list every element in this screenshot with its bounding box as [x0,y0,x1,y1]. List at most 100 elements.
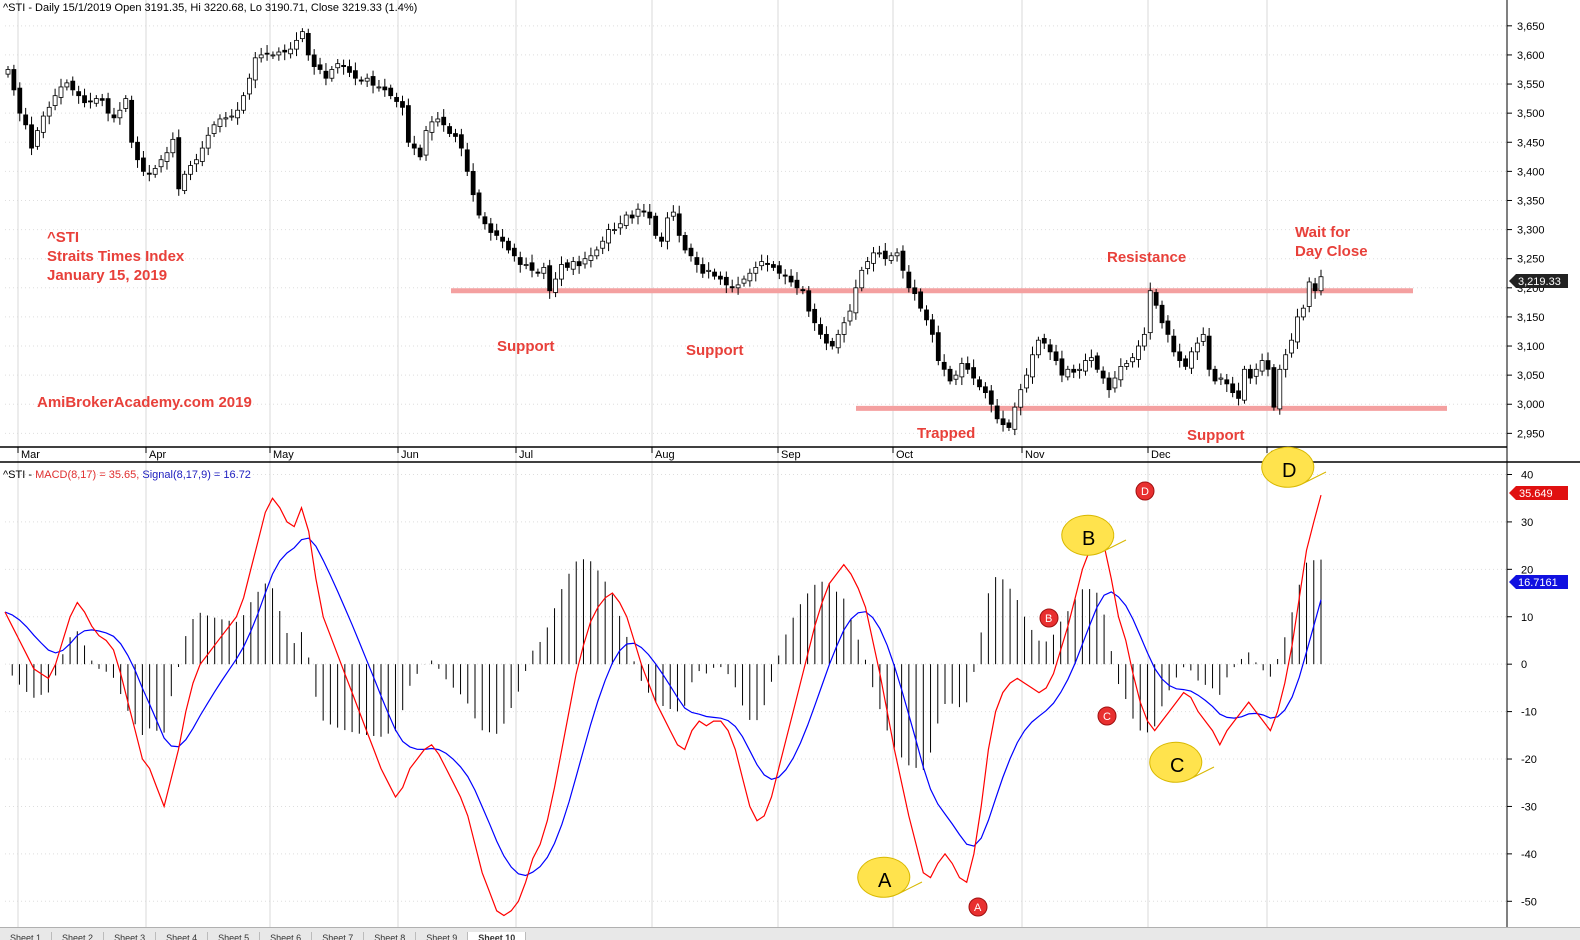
price-tick-label: 3,550 [1517,79,1545,91]
sheet-tab-5[interactable]: Sheet 5 [208,932,261,940]
resistance-label: Resistance [1107,249,1186,266]
price-tick-label: 3,100 [1517,341,1545,353]
candle [629,210,635,224]
candle [888,252,894,264]
candle [217,114,223,133]
candle [1041,333,1047,349]
candle [1100,366,1106,384]
candle [11,64,17,96]
candle [1112,371,1118,393]
candle [1224,373,1230,393]
candle [1259,353,1265,376]
candle [500,229,505,249]
candle [564,259,570,271]
candle [429,116,435,141]
candle [506,237,511,254]
macd-header-macd: MACD(8,17) = 35.65, [35,469,142,481]
candle [847,304,853,326]
price-tick-label: 3,450 [1517,137,1545,149]
candle [305,28,311,61]
month-label: Jul [519,449,533,461]
candle [17,82,23,122]
candle [111,107,117,123]
candle [918,288,924,312]
macd-tick-label: -20 [1521,754,1537,766]
price-badge-text: 3,219.33 [1518,276,1561,288]
candle [1183,355,1188,370]
candle [641,203,647,217]
candle [247,73,252,100]
candle [1047,339,1053,360]
candle [1242,365,1247,404]
price-tick-label: 3,250 [1517,254,1545,266]
candle [435,111,441,127]
candle [906,265,912,293]
support-resistance-lines [451,288,1447,411]
candle [523,257,529,270]
candle [1077,363,1082,379]
candle [170,132,176,158]
candle [553,272,558,298]
callout-label-b: B [1082,528,1095,550]
signal-line [4,537,1322,877]
candle [1130,353,1135,368]
candle [1171,329,1177,357]
sheet-tab-6[interactable]: Sheet 6 [260,932,313,940]
sheet-tab-4[interactable]: Sheet 4 [156,932,209,940]
candle [23,107,29,130]
price-badge: 3,219.33 [1509,274,1568,288]
candle [759,254,765,271]
support-label-3: Support [1187,427,1245,444]
candle [335,59,341,74]
sheet-tabbar: Sheet 1 Sheet 2 Sheet 3 Sheet 4 Sheet 5 Sheet… [0,927,1580,940]
candle [405,98,411,147]
sheet-tab-9[interactable]: Sheet 9 [416,932,469,940]
candle [924,305,929,326]
macd-header-signal: Signal(8,17,9) = 16.72 [142,469,251,481]
callout-b: B [1061,514,1127,556]
candle [1289,333,1294,358]
candle [282,44,288,61]
candle [453,128,458,143]
candle [1071,364,1077,379]
candle [988,385,994,413]
candle [529,254,535,278]
candle [665,212,670,250]
candle [1194,337,1200,360]
candle [547,259,553,299]
candle [299,28,305,43]
macd-tick-label: 10 [1521,612,1533,624]
sheet-tab-7[interactable]: Sheet 7 [312,932,365,940]
candle [1035,336,1041,359]
candle [971,359,977,386]
candle [800,286,806,295]
marker-dot-label: A [974,902,982,914]
candle [882,242,888,266]
sheet-tab-1[interactable]: Sheet 1 [0,932,53,940]
month-label: Nov [1025,449,1045,461]
candle [835,329,841,354]
candle [1177,343,1183,368]
price-tick-label: 3,400 [1517,166,1545,178]
candle [164,146,170,170]
sheet-tab-8[interactable]: Sheet 8 [364,932,417,940]
sheet-tab-2[interactable]: Sheet 2 [52,932,105,940]
candle [294,32,299,57]
macd-tick-label: -30 [1521,801,1537,813]
candle [1230,376,1236,398]
macd-header: ^STI - MACD(8,17) = 35.65, Signal(8,17,9… [3,469,251,481]
candle [423,125,429,161]
candle [264,45,270,61]
candle [806,286,812,317]
callout-label-a: A [878,870,892,892]
candle [1012,402,1018,436]
sheet-tab-3[interactable]: Sheet 3 [104,932,157,940]
candle [182,170,188,195]
marker-dot-c: C [1097,706,1117,726]
sheet-tab-10[interactable]: Sheet 10 [468,932,527,940]
candle [588,247,594,268]
candle [1159,300,1165,329]
callout-label-c: C [1170,755,1184,777]
candle [1300,304,1306,321]
